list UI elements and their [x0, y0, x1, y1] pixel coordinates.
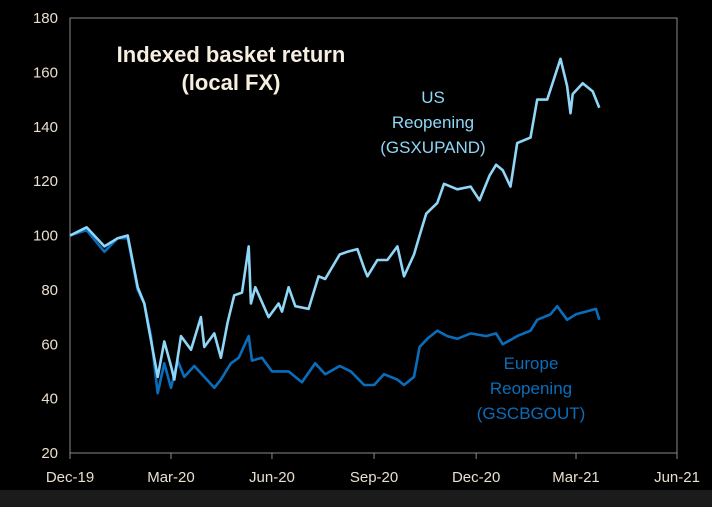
x-tick-label: Jun-21: [654, 469, 700, 486]
x-axis: Dec-19 Mar-20 Jun-20 Sep-20 Dec-20 Mar-21 Jun-…: [46, 453, 700, 486]
x-tick-label: Dec-20: [452, 469, 500, 486]
chart-title-line-1: Indexed basket return: [117, 42, 346, 67]
series-lines: [69, 57, 601, 395]
x-tick-label: Mar-21: [552, 469, 600, 486]
series-line-us: [69, 57, 601, 381]
bottom-strip: [0, 490, 712, 507]
series-label-europe: (GSCBGOUT): [477, 404, 586, 423]
y-tick-label: 140: [33, 119, 58, 136]
y-tick-label: 160: [33, 64, 58, 81]
x-tick-label: Mar-20: [147, 469, 195, 486]
series-annotations: US Reopening (GSXUPAND) Europe Reopening (GSC…: [380, 88, 585, 423]
y-tick-label: 100: [33, 228, 58, 245]
y-tick-label: 180: [33, 10, 58, 27]
y-tick-label: 80: [41, 282, 58, 299]
x-tick-label: Jun-20: [249, 469, 295, 486]
y-tick-label: 60: [41, 336, 58, 353]
series-label-us: (GSXUPAND): [380, 138, 485, 157]
series-label-europe: Europe: [504, 354, 559, 373]
y-tick-label: 40: [41, 391, 58, 408]
y-tick-label: 20: [41, 445, 58, 462]
plot-frame: [69, 17, 678, 454]
series-line-europe: [69, 228, 601, 395]
chart-title-line-2: (local FX): [181, 70, 280, 95]
x-tick-label: Dec-19: [46, 469, 94, 486]
series-label-us: US: [421, 88, 445, 107]
series-label-europe: Reopening: [490, 379, 572, 398]
y-axis: 180 160 140 120 100 80 60 40 20: [33, 10, 58, 462]
series-label-us: Reopening: [392, 113, 474, 132]
x-tick-label: Sep-20: [350, 469, 398, 486]
y-tick-label: 120: [33, 173, 58, 190]
